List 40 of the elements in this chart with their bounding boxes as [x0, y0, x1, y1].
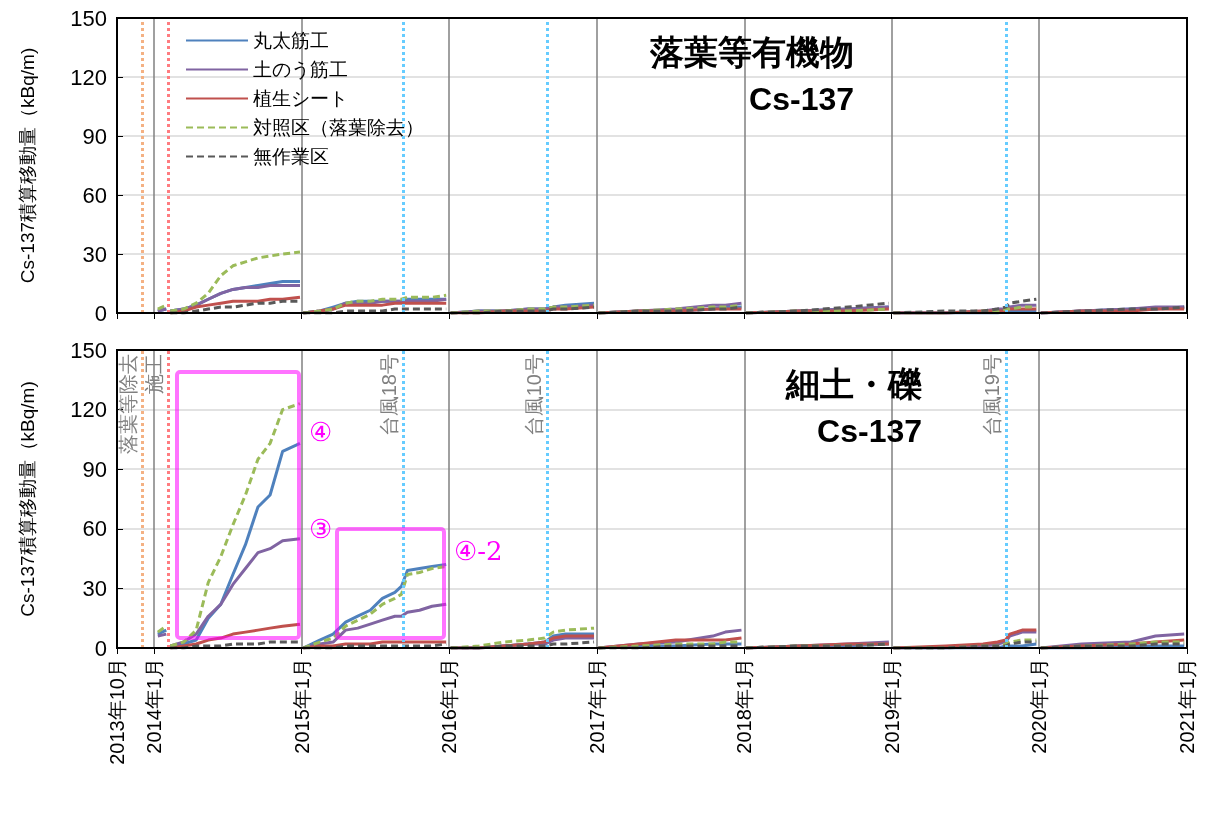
- x-tick-label: 2013年10月: [106, 658, 128, 765]
- ref-line-label: 台風19号: [981, 354, 1004, 437]
- x-tick-label: 2016年1月: [438, 658, 461, 754]
- ref-line-label: 落葉等除去: [117, 354, 140, 454]
- legend-label: 丸太筋工: [253, 30, 329, 51]
- y-tick-label: 150: [70, 5, 107, 31]
- ref-line-label: 台風10号: [522, 354, 545, 437]
- x-tick-label: 2019年1月: [880, 658, 903, 754]
- legend-label: 無作業区: [253, 146, 329, 167]
- x-tick-label: 2017年1月: [585, 658, 608, 754]
- y-tick-label: 30: [82, 575, 107, 601]
- x-tick-label: 2014年1月: [143, 658, 166, 754]
- y-tick-label: 90: [82, 456, 107, 482]
- y-tick-label: 120: [70, 64, 107, 90]
- y-tick-label: 60: [82, 182, 107, 208]
- y-tick-label: 30: [82, 241, 107, 267]
- annotation: ③: [309, 514, 333, 545]
- legend-label: 土のう筋工: [253, 59, 348, 80]
- annotation: ④-2: [454, 535, 503, 566]
- text: Cs-137: [817, 413, 923, 449]
- text: Cs-137: [749, 81, 855, 117]
- y-tick-label: 0: [94, 300, 107, 326]
- x-tick-label: 2021年1月: [1176, 658, 1198, 754]
- x-tick-label: 2020年1月: [1028, 658, 1051, 754]
- text: 細土・礫: [785, 365, 923, 403]
- legend-label: 植生シート: [253, 88, 348, 109]
- y-tick-label: 150: [70, 337, 107, 363]
- chart-title: 落葉等有機物: [649, 33, 855, 71]
- y-axis-title: Cs-137積算移動量（kBq/m): [17, 47, 38, 284]
- y-tick-label: 60: [82, 516, 107, 542]
- ref-line-label: 台風18号: [378, 354, 401, 437]
- y-tick-label: 120: [70, 397, 107, 423]
- annotation: ④: [309, 417, 333, 448]
- x-tick-label: 2018年1月: [733, 658, 756, 754]
- ref-line-label: 施工: [143, 354, 166, 394]
- y-axis-title: Cs-137積算移動量（kBq/m): [17, 381, 38, 617]
- legend-label: 対照区（落葉除去）: [253, 117, 424, 138]
- x-tick-label: 2015年1月: [290, 658, 313, 754]
- y-tick-label: 90: [82, 123, 107, 149]
- y-tick-label: 0: [94, 635, 107, 661]
